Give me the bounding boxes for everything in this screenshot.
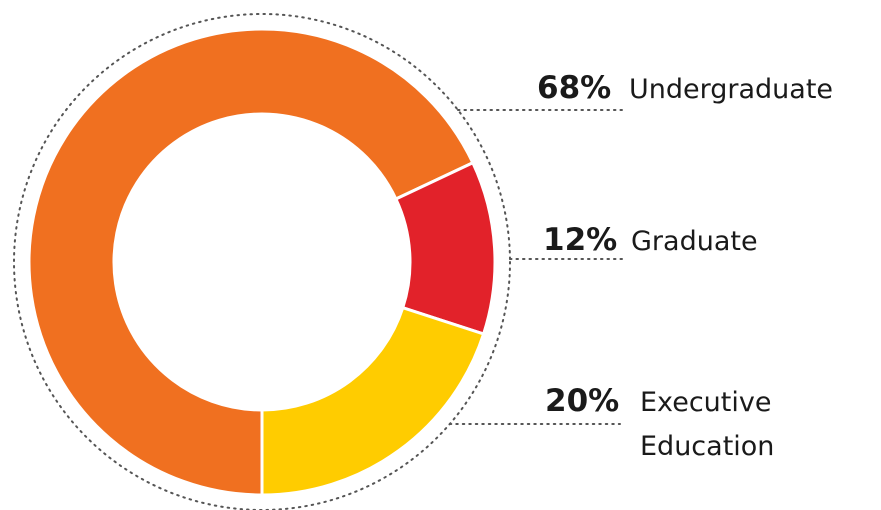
donut-slices	[27, 27, 497, 497]
slice-executive-education	[260, 305, 486, 497]
slice-name-label: Executive	[640, 387, 771, 418]
slice-percent-label: 12%	[543, 222, 617, 258]
slice-name-label: Undergraduate	[629, 74, 833, 105]
slice-percent-label: 20%	[545, 383, 619, 419]
slice-name-label: Graduate	[631, 226, 758, 257]
leader-lines	[448, 109, 623, 425]
slice-undergraduate	[27, 27, 475, 497]
slice-labels: 68% Undergraduate 12% Graduate 20% Executive E…	[537, 70, 833, 462]
slice-name-label: Education	[640, 431, 774, 462]
slice-percent-label: 68%	[537, 70, 611, 106]
outer-dotted-ring	[13, 13, 511, 510]
